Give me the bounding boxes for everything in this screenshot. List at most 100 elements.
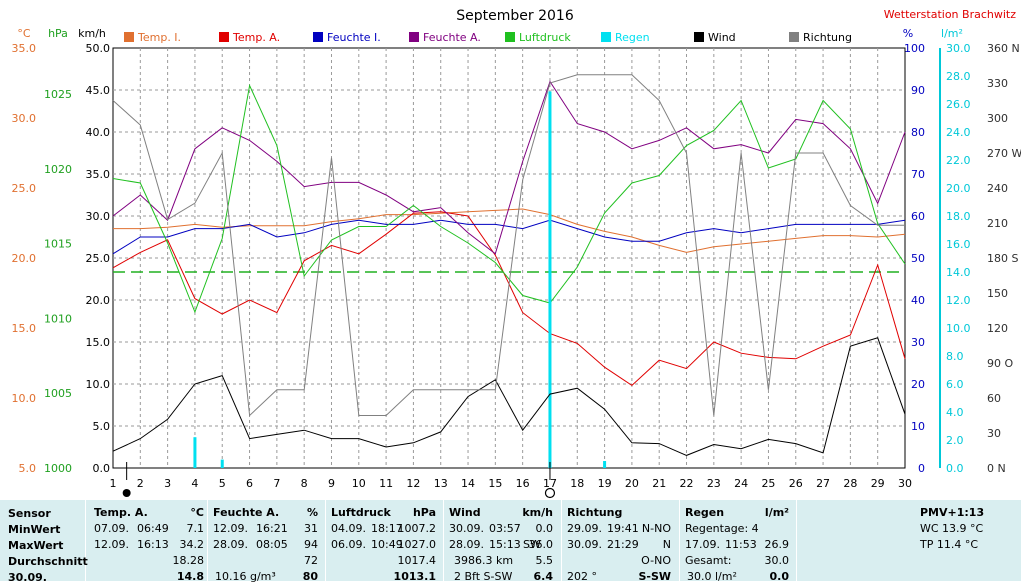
temp-a-column: Temp. A. °C 07.09. 06:49 7.1 12.09. 16:1… bbox=[94, 500, 204, 581]
x-tick-label: 19 bbox=[598, 477, 612, 490]
humidity-tick-label: 90 bbox=[911, 84, 925, 97]
series-line-wind bbox=[113, 338, 905, 456]
humidity-tick-label: 30 bbox=[911, 336, 925, 349]
direction-tick-label: 120 bbox=[987, 322, 1008, 335]
legend-label: Feuchte A. bbox=[423, 31, 481, 44]
humidity-header: Feuchte A. bbox=[213, 506, 279, 519]
rain-total: 30.0 bbox=[765, 554, 790, 567]
x-tick-label: 9 bbox=[328, 477, 335, 490]
wind-distance: 3986.3 km bbox=[454, 554, 513, 567]
humidity-unit: % bbox=[307, 506, 318, 519]
humidity-last-extra: 10.16 g/m³ bbox=[215, 570, 276, 583]
rain-tick-label: 4.0 bbox=[946, 406, 964, 419]
legend-label: Regen bbox=[615, 31, 650, 44]
rain-tick-label: 22.0 bbox=[946, 154, 971, 167]
legend-swatch bbox=[409, 32, 419, 42]
wind-min-value: 0.0 bbox=[536, 522, 554, 535]
direction-tick-label: 240 bbox=[987, 182, 1008, 195]
pressure-tick-label: 1005 bbox=[44, 387, 72, 400]
legend-label: Luftdruck bbox=[519, 31, 571, 44]
wind-tick-label: 10.0 bbox=[86, 378, 111, 391]
temp-unit-label: °C bbox=[17, 27, 31, 40]
row-label-max: MaxWert bbox=[8, 538, 63, 554]
x-tick-label: 30 bbox=[898, 477, 912, 490]
temp-a-max-value: 34.2 bbox=[180, 538, 205, 551]
temp-a-header: Temp. A. bbox=[94, 506, 148, 519]
direction-tick-label: 90 O bbox=[987, 357, 1013, 370]
rain-tick-label: 12.0 bbox=[946, 294, 971, 307]
wind-min-time: 03:57 bbox=[489, 522, 521, 535]
x-tick-label: 27 bbox=[816, 477, 830, 490]
pressure-unit: hPa bbox=[413, 506, 436, 519]
pressure-tick-label: 1025 bbox=[44, 88, 72, 101]
legend-swatch bbox=[219, 32, 229, 42]
temp-a-min-time: 06:49 bbox=[137, 522, 169, 535]
wind-tick-label: 15.0 bbox=[86, 336, 111, 349]
rain-unit-label: l/m² bbox=[941, 27, 963, 40]
x-tick-label: 23 bbox=[707, 477, 721, 490]
rain-max-time: 11:53 bbox=[725, 538, 757, 551]
pressure-tick-label: 1000 bbox=[44, 462, 72, 475]
x-tick-label: 28 bbox=[843, 477, 857, 490]
rain-tick-label: 20.0 bbox=[946, 182, 971, 195]
pressure-column: Luftdruck hPa 04.09. 18:17 1007.2 06.09.… bbox=[331, 500, 436, 581]
temp-a-unit: °C bbox=[190, 506, 204, 519]
legend-label: Wind bbox=[708, 31, 736, 44]
rain-tick-label: 24.0 bbox=[946, 126, 971, 139]
humidity-max-value: 94 bbox=[304, 538, 318, 551]
legend-swatch bbox=[313, 32, 323, 42]
x-tick-label: 18 bbox=[570, 477, 584, 490]
pressure-unit-label: hPa bbox=[48, 27, 68, 40]
rain-unit: l/m² bbox=[765, 506, 789, 519]
pressure-max-value: 1027.0 bbox=[398, 538, 437, 551]
wind-avg: 5.5 bbox=[536, 554, 554, 567]
pmv-dewpoint: TP 11.4 °C bbox=[920, 538, 978, 551]
temp-tick-label: 35.0 bbox=[12, 42, 37, 55]
rain-last-extra: 30.0 l/m² bbox=[687, 570, 737, 583]
humidity-min-value: 31 bbox=[304, 522, 318, 535]
x-tick-label: 1 bbox=[110, 477, 117, 490]
rain-tick-label: 14.0 bbox=[946, 266, 971, 279]
rain-bar bbox=[193, 437, 196, 468]
rain-tick-label: 16.0 bbox=[946, 238, 971, 251]
x-tick-label: 6 bbox=[246, 477, 253, 490]
weather-chart: September 2016 Wetterstation Brachwitz T… bbox=[0, 0, 1021, 500]
station-name: Wetterstation Brachwitz bbox=[884, 8, 1016, 21]
humidity-tick-label: 0 bbox=[918, 462, 925, 475]
series-line-feuchte-a- bbox=[113, 82, 905, 254]
humidity-avg: 72 bbox=[304, 554, 318, 567]
rain-last: 0.0 bbox=[770, 570, 790, 583]
wind-tick-label: 50.0 bbox=[86, 42, 111, 55]
humidity-tick-label: 40 bbox=[911, 294, 925, 307]
x-tick-label: 25 bbox=[761, 477, 775, 490]
rain-max-value: 26.9 bbox=[765, 538, 790, 551]
direction-tick-label: 360 N bbox=[987, 42, 1020, 55]
wind-min-date: 30.09. bbox=[449, 522, 484, 535]
humidity-column: Feuchte A. % 12.09. 16:21 31 28.09. 08:0… bbox=[213, 500, 318, 581]
rain-tick-label: 6.0 bbox=[946, 378, 964, 391]
humidity-tick-label: 70 bbox=[911, 168, 925, 181]
wind-unit-label: km/h bbox=[78, 27, 106, 40]
temp-tick-label: 20.0 bbox=[12, 252, 37, 265]
chart-grid bbox=[113, 48, 940, 468]
temp-a-min-date: 07.09. bbox=[94, 522, 129, 535]
wind-last: 6.4 bbox=[534, 570, 554, 583]
rain-tick-label: 0.0 bbox=[946, 462, 964, 475]
direction-min-value: N-NO bbox=[642, 522, 671, 535]
direction-tick-label: 270 W bbox=[987, 147, 1021, 160]
humidity-tick-label: 100 bbox=[904, 42, 925, 55]
x-tick-label: 10 bbox=[352, 477, 366, 490]
temp-tick-label: 30.0 bbox=[12, 112, 37, 125]
x-tick-label: 29 bbox=[871, 477, 885, 490]
sensor-column: Sensor MinWert MaxWert Durchschnitt 30.0… bbox=[8, 500, 84, 581]
rain-tick-label: 28.0 bbox=[946, 70, 971, 83]
x-tick-label: 12 bbox=[406, 477, 420, 490]
wind-max-value: 36.0 bbox=[529, 538, 554, 551]
x-tick-label: 16 bbox=[516, 477, 530, 490]
direction-tick-label: 30 bbox=[987, 427, 1001, 440]
temp-tick-label: 10.0 bbox=[12, 392, 37, 405]
temp-a-max-date: 12.09. bbox=[94, 538, 129, 551]
temp-tick-label: 25.0 bbox=[12, 182, 37, 195]
humidity-tick-label: 10 bbox=[911, 420, 925, 433]
rain-column: Regen l/m² Regentage: 4 17.09. 11:53 26.… bbox=[685, 500, 789, 581]
